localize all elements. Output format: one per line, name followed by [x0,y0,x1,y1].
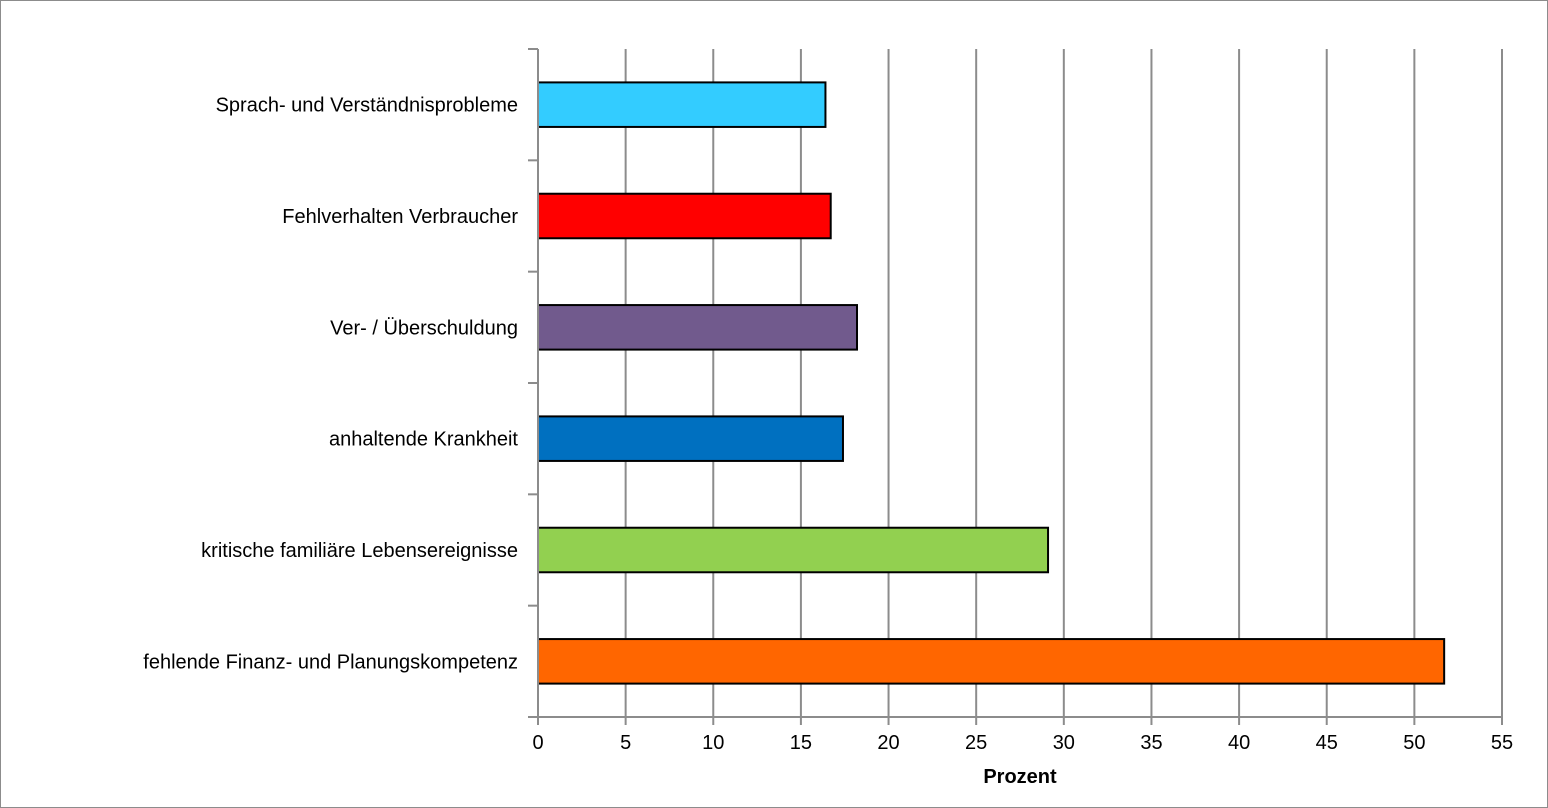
x-tick-label: 10 [702,732,724,754]
category-label: kritische familiäre Lebensereignisse [201,540,518,562]
category-label: anhaltende Krankheit [329,429,518,451]
bar-6 [537,638,1446,685]
x-tick-label: 0 [532,732,543,754]
category-label: fehlende Finanz- und Planungskompetenz [143,651,518,673]
x-tick-label: 35 [1140,732,1162,754]
x-tick-label: 15 [790,732,812,754]
x-tick-label: 55 [1491,732,1513,754]
x-tick-labels: 0 5 10 15 20 25 30 35 40 45 50 55 [532,732,1513,754]
category-label: Sprach- und Verständnisprobleme [216,95,518,117]
x-tick-label: 45 [1316,732,1338,754]
category-label: Fehlverhalten Verbraucher [282,206,518,228]
x-axis-title: Prozent [983,766,1057,788]
bar-2 [537,192,832,240]
bar-5 [537,526,1050,574]
bar-3 [537,304,858,351]
bars [537,81,1446,685]
bar-1 [537,81,827,128]
category-labels: Sprach- und Verständnisprobleme Fehlverha… [143,95,518,674]
x-tick-label: 25 [965,732,987,754]
x-tick-label: 30 [1053,732,1075,754]
x-tick-label: 50 [1403,732,1425,754]
x-tick-label: 40 [1228,732,1250,754]
axes [528,48,1503,725]
x-tick-label: 20 [877,732,899,754]
category-label: Ver- / Überschuldung [330,317,518,339]
x-tick-label: 5 [620,732,631,754]
gridlines [624,49,1503,717]
bar-4 [537,415,844,462]
